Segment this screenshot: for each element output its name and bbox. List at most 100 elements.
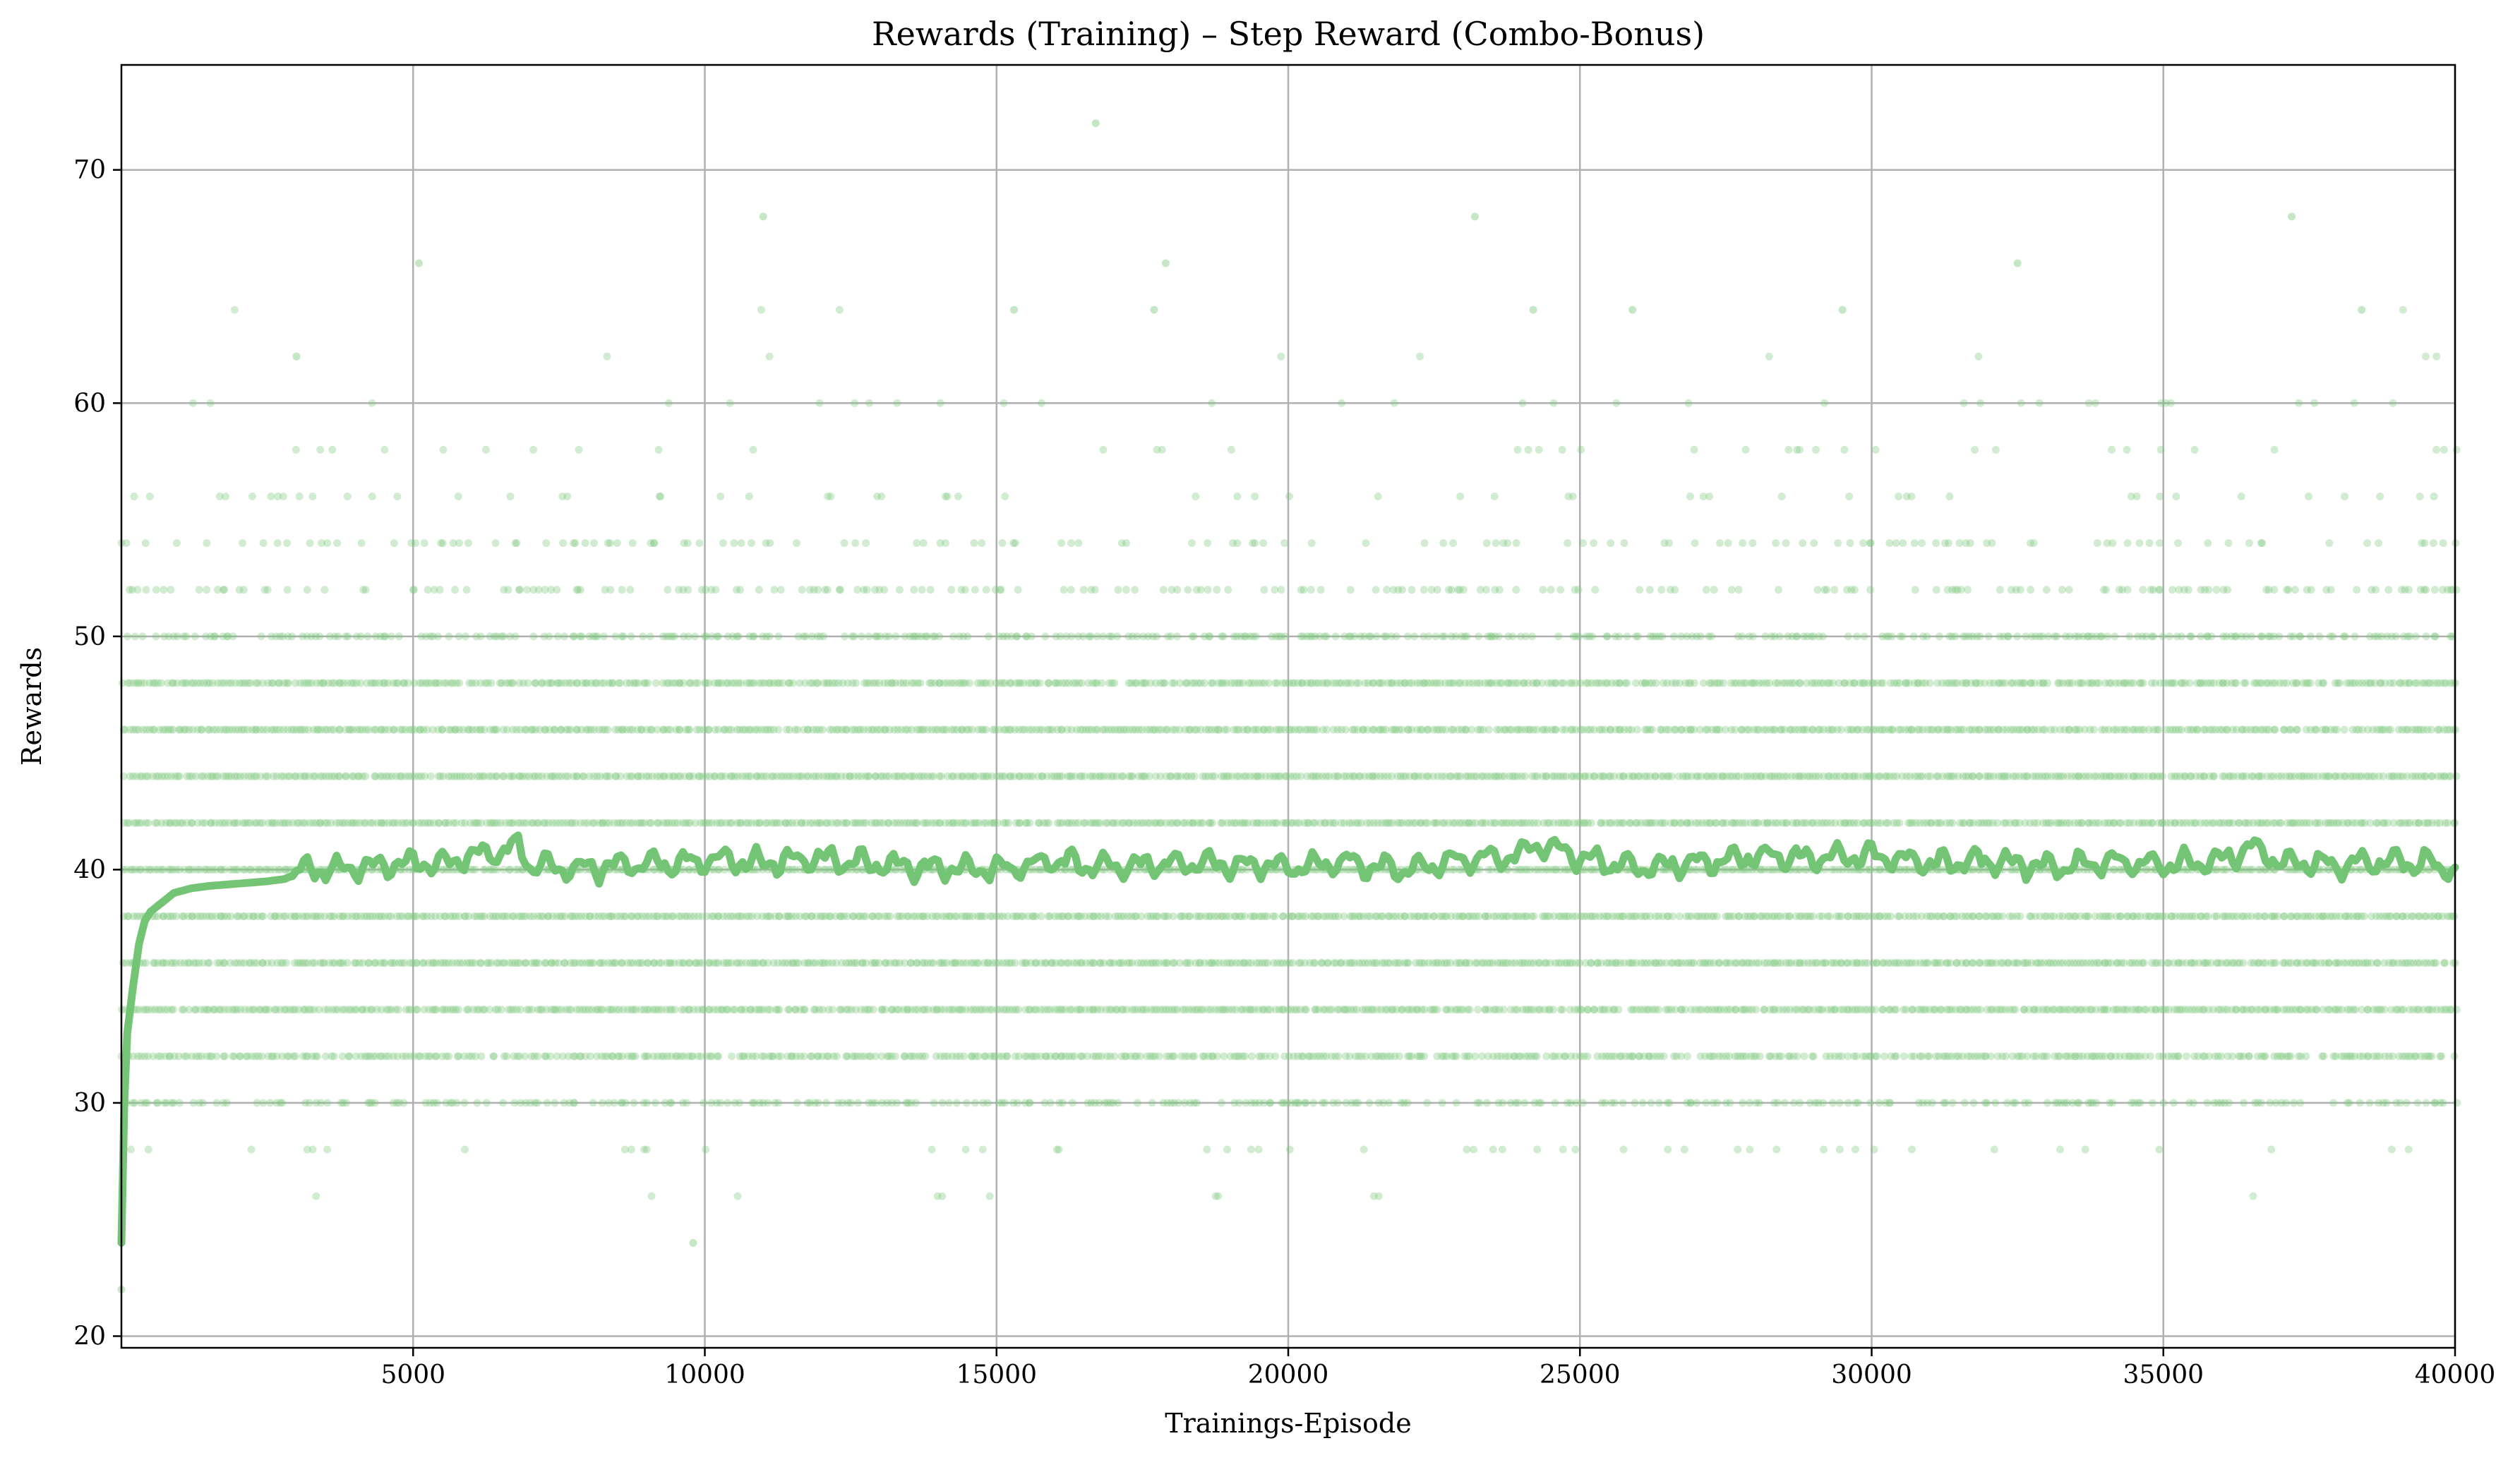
scatter-point	[2264, 725, 2273, 734]
scatter-point	[671, 679, 680, 687]
scatter-point	[953, 725, 961, 734]
scatter-point	[2292, 725, 2300, 734]
scatter-point	[1672, 725, 1680, 734]
scatter-point	[844, 679, 852, 687]
scatter-point	[854, 725, 863, 734]
scatter-point	[1810, 679, 1818, 687]
scatter-point	[2120, 679, 2129, 687]
scatter-point	[1398, 725, 1406, 734]
scatter-point	[2149, 725, 2158, 734]
scatter-point	[1816, 679, 1825, 687]
scatter-point	[554, 679, 563, 687]
scatter-point	[346, 725, 354, 734]
scatter-point	[305, 679, 313, 687]
scatter-point	[800, 725, 808, 734]
scatter-point	[2023, 725, 2032, 734]
scatter-point	[1918, 679, 1926, 687]
scatter-point	[252, 679, 260, 687]
scatter-point	[1902, 679, 1911, 687]
scatter-point	[2041, 725, 2049, 734]
scatter-point	[973, 679, 982, 687]
scatter-point	[942, 725, 951, 734]
scatter-point	[142, 725, 150, 734]
scatter-point	[2212, 725, 2220, 734]
scatter-point	[1204, 725, 1213, 734]
scatter-point	[2271, 679, 2279, 687]
scatter-point	[1290, 725, 1299, 734]
scatter-point	[1498, 679, 1506, 687]
scatter-point	[775, 679, 784, 687]
scatter-point	[1435, 725, 1444, 734]
scatter-point	[310, 725, 318, 734]
scatter-point	[1708, 679, 1716, 687]
scatter-point	[522, 725, 531, 734]
scatter-point	[1914, 679, 1923, 687]
scatter-point	[1947, 725, 1955, 734]
scatter-point	[1921, 679, 1930, 687]
scatter-point	[539, 679, 547, 687]
scatter-point	[402, 725, 410, 734]
scatter-point	[2039, 725, 2047, 734]
scatter-point	[2334, 679, 2342, 687]
scatter-point	[480, 725, 488, 734]
scatter-point	[2162, 725, 2171, 734]
scatter-point	[1124, 679, 1133, 687]
scatter-point	[1559, 725, 1567, 734]
scatter-point	[1736, 679, 1745, 687]
scatter-point	[1091, 679, 1100, 687]
scatter-point	[1141, 679, 1150, 687]
scatter-point	[451, 725, 460, 734]
scatter-point	[614, 725, 623, 734]
scatter-point	[440, 679, 448, 687]
scatter-point	[2027, 679, 2035, 687]
scatter-point	[161, 725, 169, 734]
scatter-point	[1135, 725, 1144, 734]
scatter-point	[203, 679, 211, 687]
scatter-point	[1710, 679, 1719, 687]
scatter-point	[843, 725, 851, 734]
scatter-point	[2302, 725, 2310, 734]
scatter-point	[1379, 679, 1387, 687]
scatter-point	[1146, 725, 1154, 734]
scatter-point	[1359, 725, 1367, 734]
scatter-point	[1919, 725, 1927, 734]
scatter-point	[1561, 725, 1570, 734]
scatter-point	[637, 725, 645, 734]
scatter-point	[715, 679, 724, 687]
scatter-point	[1045, 725, 1054, 734]
scatter-point	[2137, 725, 2145, 734]
scatter-point	[2063, 679, 2072, 687]
scatter-point	[2219, 679, 2227, 687]
scatter-point	[1175, 725, 1184, 734]
scatter-point	[1945, 679, 1953, 687]
scatter-point	[1369, 725, 1377, 734]
scatter-point	[1776, 725, 1784, 734]
scatter-point	[1298, 679, 1307, 687]
scatter-point	[447, 679, 455, 687]
scatter-point	[1152, 679, 1160, 687]
scatter-point	[1376, 725, 1385, 734]
scatter-point	[1458, 725, 1466, 734]
scatter-point	[1063, 725, 1072, 734]
scatter-point	[736, 725, 744, 734]
scatter-point	[1105, 679, 1113, 687]
scatter-point	[700, 725, 708, 734]
scatter-point	[2183, 725, 2192, 734]
scatter-point	[1084, 679, 1093, 687]
scatter-point	[754, 725, 762, 734]
scatter-point	[521, 725, 529, 734]
scatter-point	[269, 679, 277, 687]
scatter-point	[1795, 679, 1804, 687]
scatter-point	[157, 679, 165, 687]
scatter-point	[416, 725, 425, 734]
scatter-point	[1869, 679, 1878, 687]
scatter-point	[1989, 679, 1998, 687]
scatter-point	[151, 679, 160, 687]
scatter-point	[213, 679, 222, 687]
scatter-point	[1307, 725, 1315, 734]
scatter-point	[1333, 725, 1342, 734]
scatter-point	[1413, 725, 1422, 734]
scatter-point	[469, 725, 477, 734]
scatter-point	[1753, 725, 1761, 734]
scatter-point	[2360, 912, 2368, 920]
